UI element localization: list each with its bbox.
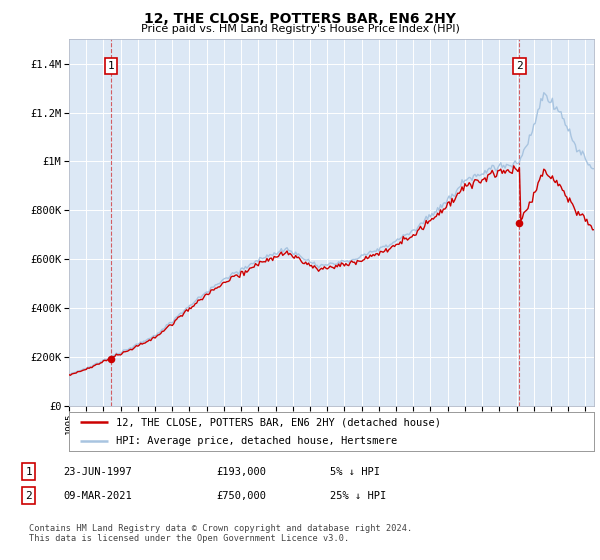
Text: Contains HM Land Registry data © Crown copyright and database right 2024.
This d: Contains HM Land Registry data © Crown c…: [29, 524, 412, 543]
Text: £750,000: £750,000: [216, 491, 266, 501]
Text: 2: 2: [516, 61, 523, 71]
Text: 25% ↓ HPI: 25% ↓ HPI: [330, 491, 386, 501]
Text: £193,000: £193,000: [216, 466, 266, 477]
Text: 5% ↓ HPI: 5% ↓ HPI: [330, 466, 380, 477]
Text: 2: 2: [25, 491, 32, 501]
Text: 1: 1: [108, 61, 115, 71]
Text: 1: 1: [25, 466, 32, 477]
Text: 09-MAR-2021: 09-MAR-2021: [63, 491, 132, 501]
Text: 12, THE CLOSE, POTTERS BAR, EN6 2HY: 12, THE CLOSE, POTTERS BAR, EN6 2HY: [144, 12, 456, 26]
Point: [515, 218, 524, 227]
Text: 23-JUN-1997: 23-JUN-1997: [63, 466, 132, 477]
Text: 12, THE CLOSE, POTTERS BAR, EN6 2HY (detached house): 12, THE CLOSE, POTTERS BAR, EN6 2HY (det…: [116, 417, 441, 427]
Point: [107, 354, 116, 363]
Text: Price paid vs. HM Land Registry's House Price Index (HPI): Price paid vs. HM Land Registry's House …: [140, 24, 460, 34]
Text: HPI: Average price, detached house, Hertsmere: HPI: Average price, detached house, Hert…: [116, 436, 398, 446]
